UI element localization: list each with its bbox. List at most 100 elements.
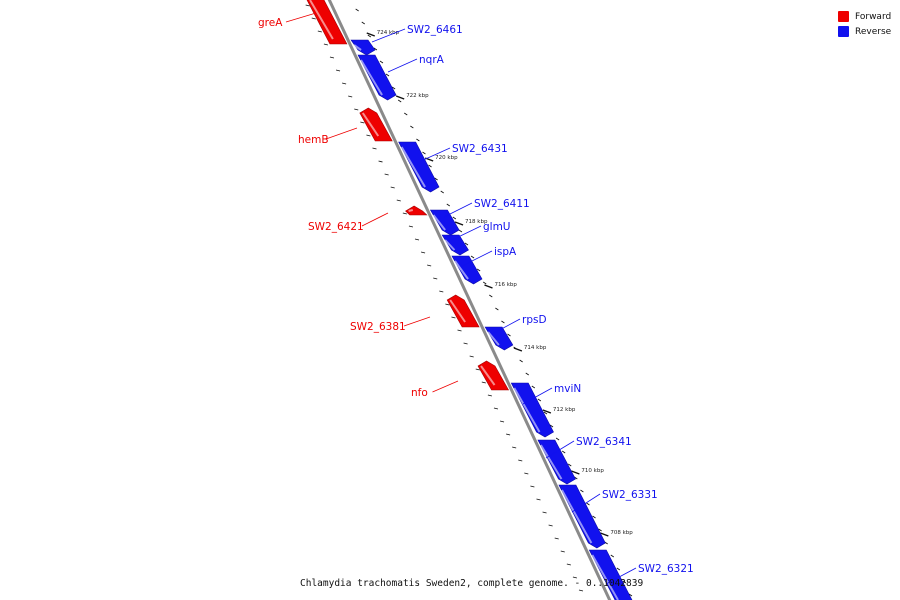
minor-tick	[598, 528, 602, 532]
minor-tick	[385, 73, 390, 77]
gene-label-rpsD[interactable]: rpsD	[522, 314, 547, 326]
gene-highlight-greA	[309, 0, 334, 40]
gene-label-ispA[interactable]: ispA	[494, 246, 517, 258]
minor-tick	[464, 242, 469, 246]
gene-label-SW2_6421[interactable]: SW2_6421	[308, 221, 364, 233]
gene-ispA[interactable]	[451, 255, 483, 285]
gene-label-hemB[interactable]: hemB	[298, 134, 329, 146]
minor-tick	[543, 411, 548, 415]
major-tick	[366, 32, 375, 37]
gene-highlight-SW2_6341	[540, 444, 563, 480]
label-leader-SW2_6341	[545, 440, 575, 459]
minor-tick	[384, 173, 389, 176]
gene-arrow-SW2_6321[interactable]	[588, 549, 633, 600]
gene-labels: greA SW2_6461 nqrA hemB SW2_6431 SW2_6411 SW2_…	[258, 12, 694, 585]
gene-mviN[interactable]	[510, 382, 554, 438]
minor-tick	[578, 589, 584, 592]
label-leader-rpsD	[491, 318, 521, 335]
minor-tick	[440, 190, 444, 194]
gene-highlight-glmU	[444, 239, 456, 251]
minor-tick	[416, 138, 420, 142]
minor-tick	[493, 407, 499, 410]
minor-tick	[536, 498, 541, 501]
minor-tick	[373, 47, 378, 51]
major-tick	[542, 409, 552, 414]
gene-arrow-SW2_6461[interactable]	[350, 39, 376, 56]
minor-tick	[505, 433, 511, 436]
gene-arrow-hemB[interactable]	[359, 107, 393, 142]
label-leader-hemB	[325, 127, 358, 140]
gene-SW2_6341[interactable]	[537, 439, 576, 485]
minor-tick	[451, 316, 456, 319]
label-leader-greA	[285, 12, 317, 23]
gene-label-glmU[interactable]: glmU	[483, 221, 511, 233]
minor-tick	[489, 294, 493, 298]
gene-label-mviN[interactable]: mviN	[554, 383, 581, 395]
gene-greA[interactable]	[306, 0, 348, 45]
gene-arrow-SW2_6411[interactable]	[429, 209, 460, 236]
minor-tick	[433, 277, 438, 280]
legend-label-forward: Forward	[855, 11, 892, 22]
minor-tick	[348, 95, 353, 98]
minor-tick	[628, 593, 633, 597]
gene-rpsD[interactable]	[484, 326, 514, 351]
gene-highlight-SW2_6321	[591, 554, 619, 600]
gene-arrow-ispA[interactable]	[451, 255, 483, 285]
gene-label-nqrA[interactable]: nqrA	[419, 54, 445, 66]
gene-SW2_6321[interactable]	[588, 549, 633, 600]
tick-label: 722 kbp	[406, 93, 429, 99]
legend-swatch-reverse	[838, 26, 849, 37]
gene-label-SW2_6331[interactable]: SW2_6331	[602, 489, 658, 501]
gene-arrow-nqrA[interactable]	[357, 54, 397, 101]
minor-tick	[311, 17, 316, 20]
gene-arrow-mviN[interactable]	[510, 382, 554, 438]
minor-tick	[501, 320, 505, 324]
minor-tick	[446, 203, 451, 207]
gene-highlight-nfo	[480, 365, 496, 386]
minor-tick	[481, 381, 486, 384]
minor-tick	[586, 502, 590, 506]
minor-tick	[568, 463, 572, 467]
gene-arrow-SW2_6381[interactable]	[446, 294, 480, 328]
legend-label-reverse: Reverse	[855, 26, 892, 37]
gene-label-SW2_6341[interactable]: SW2_6341	[576, 436, 632, 448]
gene-arrow-SW2_6431[interactable]	[398, 141, 440, 193]
minor-tick	[335, 69, 341, 72]
minor-tick	[323, 43, 329, 46]
gene-SW2_6331[interactable]	[558, 484, 606, 549]
gene-SW2_6461[interactable]	[350, 39, 376, 56]
gene-arrow-glmU[interactable]	[441, 234, 469, 256]
gene-arrow-rpsD[interactable]	[484, 326, 514, 351]
gene-arrow-SW2_6331[interactable]	[558, 484, 606, 549]
gene-label-greA[interactable]: greA	[258, 17, 283, 29]
gene-arrow-SW2_6421[interactable]	[405, 205, 428, 216]
gene-highlight-SW2_6461	[353, 44, 362, 51]
gene-label-SW2_6321[interactable]: SW2_6321	[638, 563, 694, 575]
minor-tick	[420, 251, 426, 254]
gene-SW2_6431[interactable]	[398, 141, 440, 193]
major-tick	[395, 95, 405, 100]
gene-arrow-nfo[interactable]	[477, 360, 510, 391]
minor-tick	[404, 112, 408, 116]
minor-tick	[410, 125, 414, 129]
gene-nqrA[interactable]	[357, 54, 397, 101]
gene-label-SW2_6381[interactable]: SW2_6381	[350, 321, 406, 333]
minor-tick	[580, 489, 584, 493]
gene-glmU[interactable]	[441, 234, 469, 256]
gene-nfo[interactable]	[477, 360, 510, 391]
gene-highlight-mviN	[513, 387, 541, 433]
gene-SW2_6421[interactable]	[405, 205, 428, 216]
minor-tick	[525, 372, 529, 376]
legend: Forward Reverse	[838, 9, 891, 39]
tick-label: 724 kbp	[377, 30, 400, 36]
gene-hemB[interactable]	[359, 107, 393, 142]
gene-arrow-SW2_6341[interactable]	[537, 439, 576, 485]
gene-SW2_6411[interactable]	[429, 209, 460, 236]
gene-SW2_6381[interactable]	[446, 294, 480, 328]
minor-tick	[566, 563, 571, 566]
gene-label-SW2_6411[interactable]: SW2_6411	[474, 198, 530, 210]
label-leader-SW2_6331	[571, 493, 601, 513]
gene-label-nfo[interactable]: nfo	[411, 387, 428, 399]
gene-label-SW2_6431[interactable]: SW2_6431	[452, 143, 508, 155]
gene-label-SW2_6461[interactable]: SW2_6461	[407, 24, 463, 36]
